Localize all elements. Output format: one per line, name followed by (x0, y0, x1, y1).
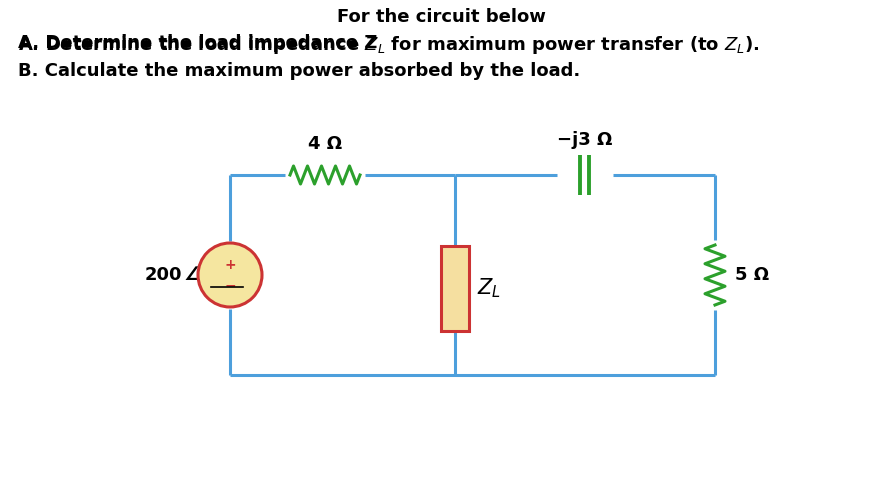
Text: +: + (224, 258, 235, 272)
Text: For the circuit below: For the circuit below (337, 8, 545, 26)
Text: 200: 200 (145, 266, 182, 284)
Bar (441, 245, 469, 331)
Text: 5 Ω: 5 Ω (735, 266, 769, 284)
Text: $Z_L$: $Z_L$ (477, 276, 501, 300)
Text: −: − (224, 278, 235, 292)
Text: 0° V: 0° V (212, 266, 254, 284)
Text: A. Determine the load impedance Z: A. Determine the load impedance Z (18, 34, 377, 52)
Text: A. Determine the load impedance $Z_L$ for maximum power transfer (to $Z_L$).: A. Determine the load impedance $Z_L$ fo… (18, 34, 759, 56)
Text: −j3 Ω: −j3 Ω (557, 131, 613, 149)
Text: B. Calculate the maximum power absorbed by the load.: B. Calculate the maximum power absorbed … (18, 62, 580, 80)
Circle shape (198, 243, 262, 307)
Text: 4 Ω: 4 Ω (308, 135, 342, 153)
Text: ∠: ∠ (184, 265, 201, 285)
